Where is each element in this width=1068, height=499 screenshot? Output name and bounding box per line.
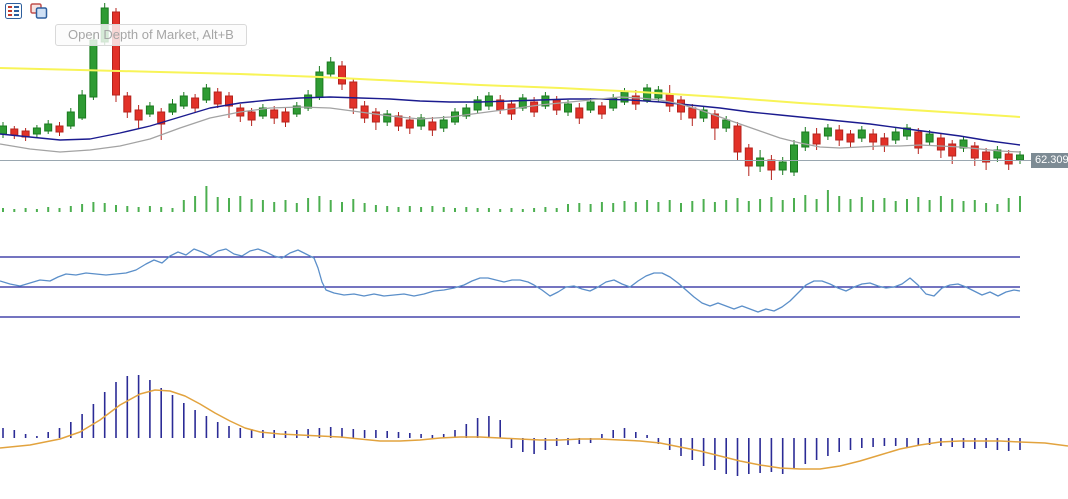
oscillator-bands (0, 256, 1020, 318)
price-label: 62.309 (1031, 153, 1068, 168)
depth-of-market-icon (5, 3, 22, 19)
tooltip: Open Depth of Market, Alt+B (55, 24, 247, 46)
chart-window-icon (29, 3, 47, 19)
tooltip-text: Open Depth of Market, Alt+B (68, 27, 234, 42)
macd-signal-line (0, 389, 1068, 470)
volume-series (2, 186, 1021, 212)
chart-window-button[interactable] (29, 3, 48, 20)
depth-of-market-button[interactable] (4, 3, 23, 20)
oscillator-line (0, 248, 1021, 313)
candlestick-series (0, 3, 1024, 180)
chart-toolbar (4, 3, 48, 20)
moving-averages (0, 67, 1021, 153)
